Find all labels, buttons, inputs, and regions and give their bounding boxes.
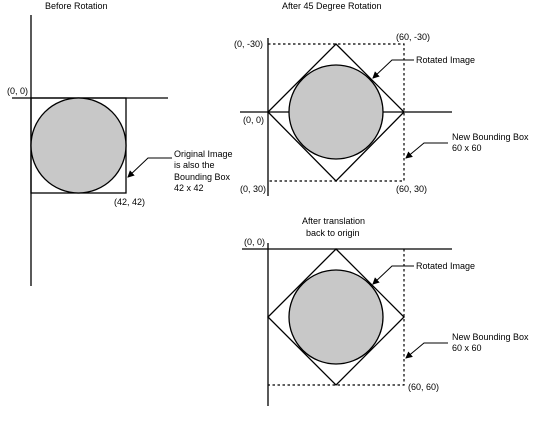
rotated-label-bottom-left: (0, 30) bbox=[240, 184, 266, 194]
before-note-line-3: Bounding Box bbox=[174, 172, 231, 182]
translated-bounding-box bbox=[268, 249, 405, 386]
translated-image-label: Rotated Image bbox=[416, 261, 475, 271]
panel-after-rotation: After 45 Degree Rotation (0, -30) (60, -… bbox=[234, 1, 529, 196]
before-note-line-2: is also the bbox=[174, 160, 215, 170]
before-note-line-4: 42 x 42 bbox=[174, 183, 204, 193]
before-origin-label: (0, 0) bbox=[7, 86, 28, 96]
rotated-image-label: Rotated Image bbox=[416, 55, 475, 65]
rotated-title: After 45 Degree Rotation bbox=[282, 1, 382, 11]
translated-image-circle bbox=[288, 269, 384, 365]
translated-corner-label: (60, 60) bbox=[408, 382, 439, 392]
rotated-image-circle bbox=[288, 64, 384, 160]
translated-origin-label: (0, 0) bbox=[244, 237, 265, 247]
original-image-circle bbox=[30, 97, 127, 194]
rotated-image-diamond bbox=[267, 43, 405, 182]
rotated-bbox-leader bbox=[405, 142, 448, 159]
before-title: Before Rotation bbox=[45, 1, 108, 11]
rotated-label-top-left: (0, -30) bbox=[234, 39, 263, 49]
rotated-label-origin: (0, 0) bbox=[243, 115, 264, 125]
before-note-line-1: Original Image bbox=[174, 149, 233, 159]
translated-image-leader bbox=[372, 265, 414, 285]
rotated-label-top-right: (60, -30) bbox=[396, 32, 430, 42]
rotated-bbox-note-line-2: 60 x 60 bbox=[452, 143, 482, 153]
panel-after-translation: After translation back to origin (0, 0) … bbox=[242, 216, 529, 406]
rotated-bbox-note-line-1: New Bounding Box bbox=[452, 132, 529, 142]
translated-bbox-note-line-2: 60 x 60 bbox=[452, 343, 482, 353]
translated-image-diamond bbox=[267, 248, 405, 386]
translated-bbox-leader bbox=[405, 342, 448, 359]
rotated-image-leader bbox=[372, 59, 414, 79]
translated-title-line-1: After translation bbox=[302, 216, 365, 226]
rotated-label-bottom-right: (60, 30) bbox=[396, 184, 427, 194]
panel-before-rotation: Before Rotation (0, 0) (42, 42) Original… bbox=[7, 1, 233, 286]
translated-title-line-2: back to origin bbox=[306, 228, 360, 238]
before-note-leader bbox=[127, 157, 172, 178]
translated-bbox-note-line-1: New Bounding Box bbox=[452, 332, 529, 342]
before-corner-label: (42, 42) bbox=[114, 197, 145, 207]
